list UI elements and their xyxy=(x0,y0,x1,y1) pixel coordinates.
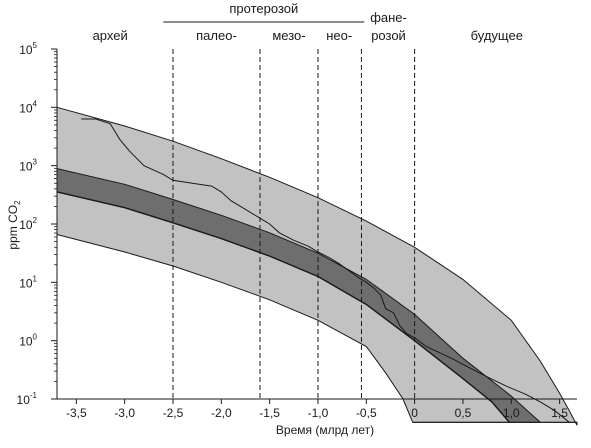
era-label-4: розой xyxy=(371,28,406,43)
y-tick-label-6: 105 xyxy=(19,41,37,57)
era-label-phanerozoic: фане- xyxy=(370,10,407,25)
era-label-1: палео- xyxy=(196,28,237,43)
x-tick-label-8: 0,5 xyxy=(455,406,472,420)
x-tick-label-3: -2,0 xyxy=(211,406,232,420)
x-tick-label-10: 1,5 xyxy=(551,406,568,420)
y-axis-title-subscript: 2 xyxy=(13,200,22,205)
y-tick-exponent: -1 xyxy=(30,391,38,400)
y-tick-exponent: 3 xyxy=(33,158,38,167)
y-tick-label-4: 103 xyxy=(19,158,37,174)
x-axis-title: Время (млрд лет) xyxy=(276,423,374,437)
y-tick-label-2: 101 xyxy=(19,274,37,290)
bands-layer xyxy=(56,106,578,426)
x-tick-label-4: -1,5 xyxy=(259,406,280,420)
y-tick-label-3: 102 xyxy=(19,216,37,232)
x-tick-label-7: 0 xyxy=(411,406,418,420)
x-tick-label-5: -1,0 xyxy=(308,406,329,420)
y-tick-label-0: 10-1 xyxy=(17,391,38,407)
y-tick-exponent: 5 xyxy=(33,41,38,50)
era-boundaries-layer xyxy=(172,49,416,399)
y-tick-label-1: 100 xyxy=(19,333,37,349)
y-tick-exponent: 1 xyxy=(33,274,38,283)
y-axis-title: ppm CO2 xyxy=(6,200,22,250)
y-tick-exponent: 0 xyxy=(33,333,38,342)
x-tick-label-9: 1,0 xyxy=(503,406,520,420)
era-label-0: архей xyxy=(93,28,128,43)
era-label-proterozoic: протерозой xyxy=(229,1,298,16)
era-label-2: мезо- xyxy=(272,28,305,43)
era-header: протерозой фане-архей палео-мезо-нео-розой… xyxy=(93,1,523,43)
x-axis-ticks: -3,5 -3,0 -2,5 -2,0 -1,5 -1,0 -0,5 0 0,5 1,0 1,5 xyxy=(66,399,568,420)
y-axis-title-main: ppm CO xyxy=(6,205,20,250)
y-tick-exponent: 2 xyxy=(33,216,38,225)
x-tick-label-1: -3,0 xyxy=(114,406,135,420)
y-tick-exponent: 4 xyxy=(33,99,38,108)
reconstruction-line xyxy=(81,118,570,423)
x-tick-label-0: -3,5 xyxy=(66,406,87,420)
era-label-5: будущее xyxy=(471,28,523,43)
x-tick-label-6: -0,5 xyxy=(356,406,377,420)
x-tick-label-2: -2,5 xyxy=(163,406,184,420)
era-label-3: нео- xyxy=(326,28,352,43)
y-tick-label-5: 104 xyxy=(19,99,37,115)
